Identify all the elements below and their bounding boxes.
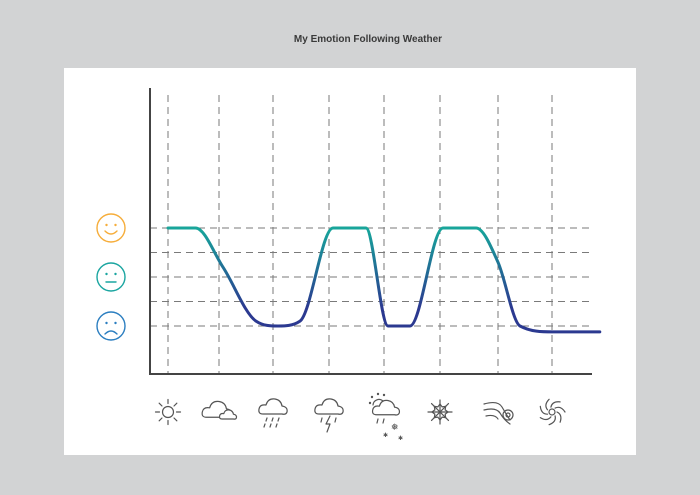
- axes: [149, 88, 592, 375]
- happy-face-icon: [96, 213, 126, 243]
- cloudy-icon: [201, 400, 238, 420]
- rain-icon: [258, 398, 288, 428]
- wind-icon: [483, 401, 514, 425]
- sun-icon: [154, 398, 182, 426]
- snowflake-icon: [427, 399, 453, 425]
- x-axis-icons: ❅✱ ✱: [154, 392, 566, 442]
- svg-text:❅: ❅: [391, 423, 399, 433]
- hurricane-icon: [539, 398, 566, 426]
- chart-title: My Emotion Following Weather: [293, 34, 443, 45]
- emotion-line: [166, 226, 602, 334]
- neutral-face-icon: [96, 262, 126, 292]
- emotion-chart: ❅✱ ✱: [96, 88, 602, 442]
- y-axis-icons: [96, 213, 126, 341]
- thunderstorm-icon: [314, 398, 344, 433]
- svg-text:✱: ✱: [383, 432, 388, 439]
- sad-face-icon: [96, 311, 126, 341]
- chart-panel: ❅ ✱ ✱: [64, 68, 636, 455]
- grid: [150, 95, 592, 374]
- svg-text:✱: ✱: [398, 435, 403, 442]
- mixed-weather-icon: ❅✱ ✱: [368, 392, 403, 442]
